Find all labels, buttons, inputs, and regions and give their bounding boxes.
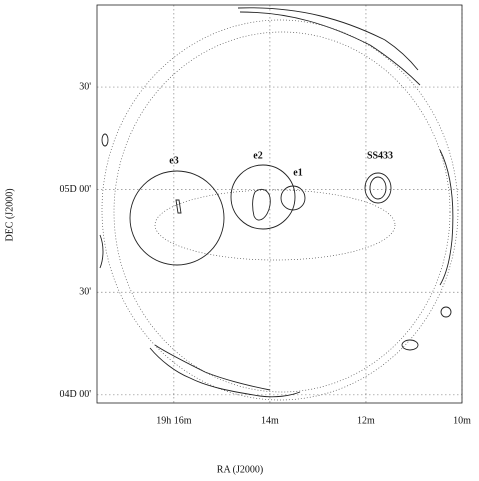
contour [154, 344, 271, 391]
contour [149, 347, 301, 398]
contour [252, 188, 271, 221]
faint-contour [154, 189, 396, 261]
plot-frame [96, 4, 463, 404]
contour [439, 149, 454, 286]
x-axis-label: RA (J2000) [217, 464, 263, 475]
y-tick-label: 30' [79, 287, 91, 298]
contour [237, 7, 419, 71]
x-tick-label: 12m [357, 415, 375, 426]
annotation: e1 [293, 167, 302, 178]
faint-contour [101, 19, 459, 401]
contour [99, 234, 104, 269]
contour [101, 133, 109, 147]
x-tick-label: 19h 16m [156, 415, 192, 426]
y-axis-label: DEC (J2000) [4, 188, 15, 241]
annotation: e3 [169, 155, 178, 166]
contour [440, 306, 452, 318]
y-tick-label: 05D 00' [59, 184, 91, 195]
y-tick-label: 30' [79, 81, 91, 92]
x-tick-label: 14m [261, 415, 279, 426]
contour [401, 339, 419, 351]
faint-contour [113, 31, 451, 393]
contour [364, 172, 392, 204]
contour [239, 11, 421, 86]
x-tick-label: 10m [453, 415, 471, 426]
contour [369, 176, 387, 200]
annotation: SS433 [367, 150, 393, 161]
region-circle [230, 164, 296, 230]
contour [175, 199, 182, 214]
y-tick-label: 04D 00' [59, 389, 91, 400]
region-circle [129, 170, 225, 266]
annotation: e2 [253, 150, 262, 161]
region-circle [280, 185, 306, 211]
grid [97, 5, 463, 403]
